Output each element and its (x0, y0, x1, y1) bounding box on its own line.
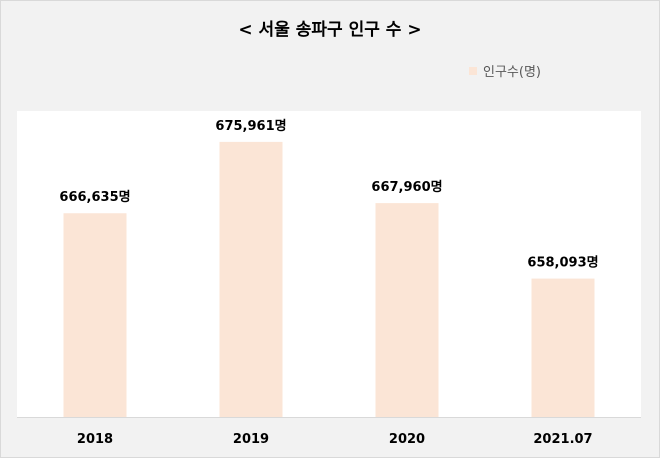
x-tick-label: 2019 (233, 432, 269, 447)
legend-swatch (469, 66, 477, 75)
legend-label: 인구수(명) (483, 65, 541, 80)
x-tick-label: 2018 (77, 432, 113, 447)
data-label: 666,635명 (59, 189, 130, 205)
x-tick-label: 2021.07 (533, 432, 592, 447)
bar (63, 213, 127, 417)
data-label: 675,961명 (215, 118, 286, 134)
bar (219, 141, 283, 417)
bar (531, 278, 595, 417)
bar (375, 203, 439, 417)
chart-title: < 서울 송파구 인구 수 > (238, 20, 422, 40)
legend: 인구수(명) (469, 61, 541, 80)
data-label: 658,093명 (527, 255, 598, 271)
x-tick-label: 2020 (389, 432, 425, 447)
data-label: 667,960명 (371, 179, 442, 195)
